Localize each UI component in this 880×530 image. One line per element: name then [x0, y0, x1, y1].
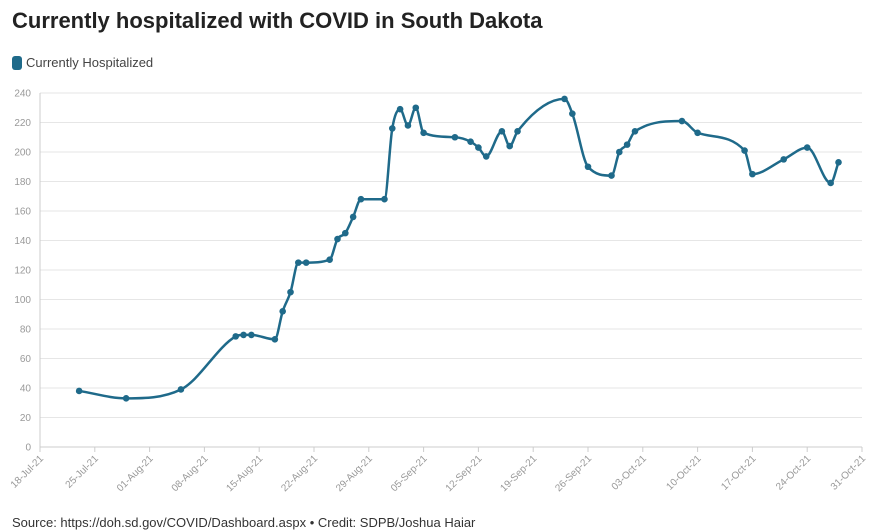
grid-lines [40, 92, 862, 418]
x-tick-label: 12-Sep-21 [444, 453, 485, 494]
x-tick-label: 24-Oct-21 [774, 453, 814, 493]
legend: Currently Hospitalized [12, 55, 153, 70]
y-tick-label: 20 [20, 413, 32, 424]
data-point[interactable] [475, 144, 482, 151]
data-point[interactable] [334, 235, 341, 243]
data-point[interactable] [412, 104, 420, 112]
legend-swatch [12, 55, 22, 70]
data-point[interactable] [451, 133, 459, 141]
data-point[interactable] [835, 159, 842, 166]
data-point[interactable] [514, 128, 521, 135]
y-tick-label: 240 [14, 89, 31, 100]
data-point[interactable] [381, 195, 388, 203]
data-point[interactable] [75, 387, 83, 395]
x-tick-label: 08-Aug-21 [170, 453, 211, 494]
data-point[interactable] [616, 148, 623, 156]
y-tick-label: 60 [20, 354, 32, 365]
data-point[interactable] [623, 141, 631, 148]
x-tick-label: 29-Aug-21 [334, 453, 375, 494]
y-tick-label: 220 [14, 118, 31, 129]
x-tick-label: 03-Oct-21 [610, 453, 650, 493]
data-point[interactable] [349, 213, 357, 221]
y-tick-label: 80 [20, 325, 32, 336]
data-point[interactable] [608, 172, 615, 179]
y-tick-label: 100 [14, 295, 31, 306]
data-point[interactable] [803, 144, 811, 151]
x-tick-label: 05-Sep-21 [389, 453, 430, 494]
data-point[interactable] [232, 333, 240, 340]
data-point[interactable] [396, 105, 404, 113]
axes [39, 93, 862, 448]
data-point[interactable] [388, 125, 396, 132]
data-point[interactable] [780, 156, 788, 163]
data-point[interactable] [569, 110, 576, 117]
y-tick-label: 160 [14, 207, 31, 218]
x-tick-label: 18-Jul-21 [9, 453, 47, 491]
legend-label: Currently Hospitalized [26, 55, 154, 70]
data-point[interactable] [749, 170, 756, 178]
x-tick-label: 25-Jul-21 [64, 453, 102, 491]
x-tick-label: 01-Aug-21 [115, 453, 156, 494]
data-point[interactable] [326, 256, 333, 263]
data-point[interactable] [122, 395, 130, 402]
y-tick-label: 180 [14, 177, 31, 188]
data-point[interactable] [741, 147, 748, 154]
chart-title: Currently hospitalized with COVID in Sou… [12, 8, 543, 33]
data-point[interactable] [584, 163, 592, 171]
data-point[interactable] [498, 128, 506, 135]
data-point[interactable] [302, 259, 310, 266]
data-point[interactable] [342, 229, 349, 237]
data-point[interactable] [177, 386, 185, 393]
x-tick-label: 10-Oct-21 [664, 453, 704, 493]
data-point[interactable] [482, 153, 490, 160]
data-point[interactable] [404, 122, 412, 129]
data-point[interactable] [561, 95, 568, 103]
data-point[interactable] [694, 129, 701, 137]
x-tick-label: 19-Sep-21 [499, 453, 540, 494]
y-tick-label: 140 [14, 236, 31, 247]
x-tick-label: 31-Oct-21 [829, 453, 869, 493]
x-tick-label: 26-Sep-21 [553, 453, 594, 494]
data-point[interactable] [287, 288, 294, 296]
x-tick-label: 22-Aug-21 [279, 453, 320, 494]
data-point[interactable] [506, 142, 514, 150]
data-point[interactable] [248, 331, 255, 339]
data-point[interactable] [240, 331, 247, 339]
x-tick-label: 15-Aug-21 [225, 453, 266, 494]
x-tick-label: 17-Oct-21 [719, 453, 759, 493]
series [75, 95, 842, 402]
y-tick-label: 0 [25, 443, 31, 454]
y-tick-label: 200 [14, 148, 31, 159]
data-point[interactable] [295, 259, 302, 266]
y-tick-label: 40 [20, 384, 32, 395]
data-point[interactable] [279, 308, 286, 315]
data-point[interactable] [357, 195, 365, 203]
data-point[interactable] [420, 129, 427, 137]
data-point[interactable] [678, 117, 686, 125]
data-point[interactable] [827, 179, 834, 187]
y-tick-label: 120 [14, 266, 31, 277]
data-point[interactable] [271, 336, 279, 343]
source-credit: Source: https://doh.sd.gov/COVID/Dashboa… [12, 515, 476, 530]
y-tick-labels: 0 20 40 60 80 100 120 140 160 180 200 220 240 [14, 89, 31, 454]
x-tick-labels: 18-Jul-21 25-Jul-21 01-Aug-21 08-Aug-21 15-A… [9, 447, 869, 494]
data-point[interactable] [631, 128, 639, 135]
data-point[interactable] [467, 138, 474, 145]
series-line [78, 97, 840, 400]
